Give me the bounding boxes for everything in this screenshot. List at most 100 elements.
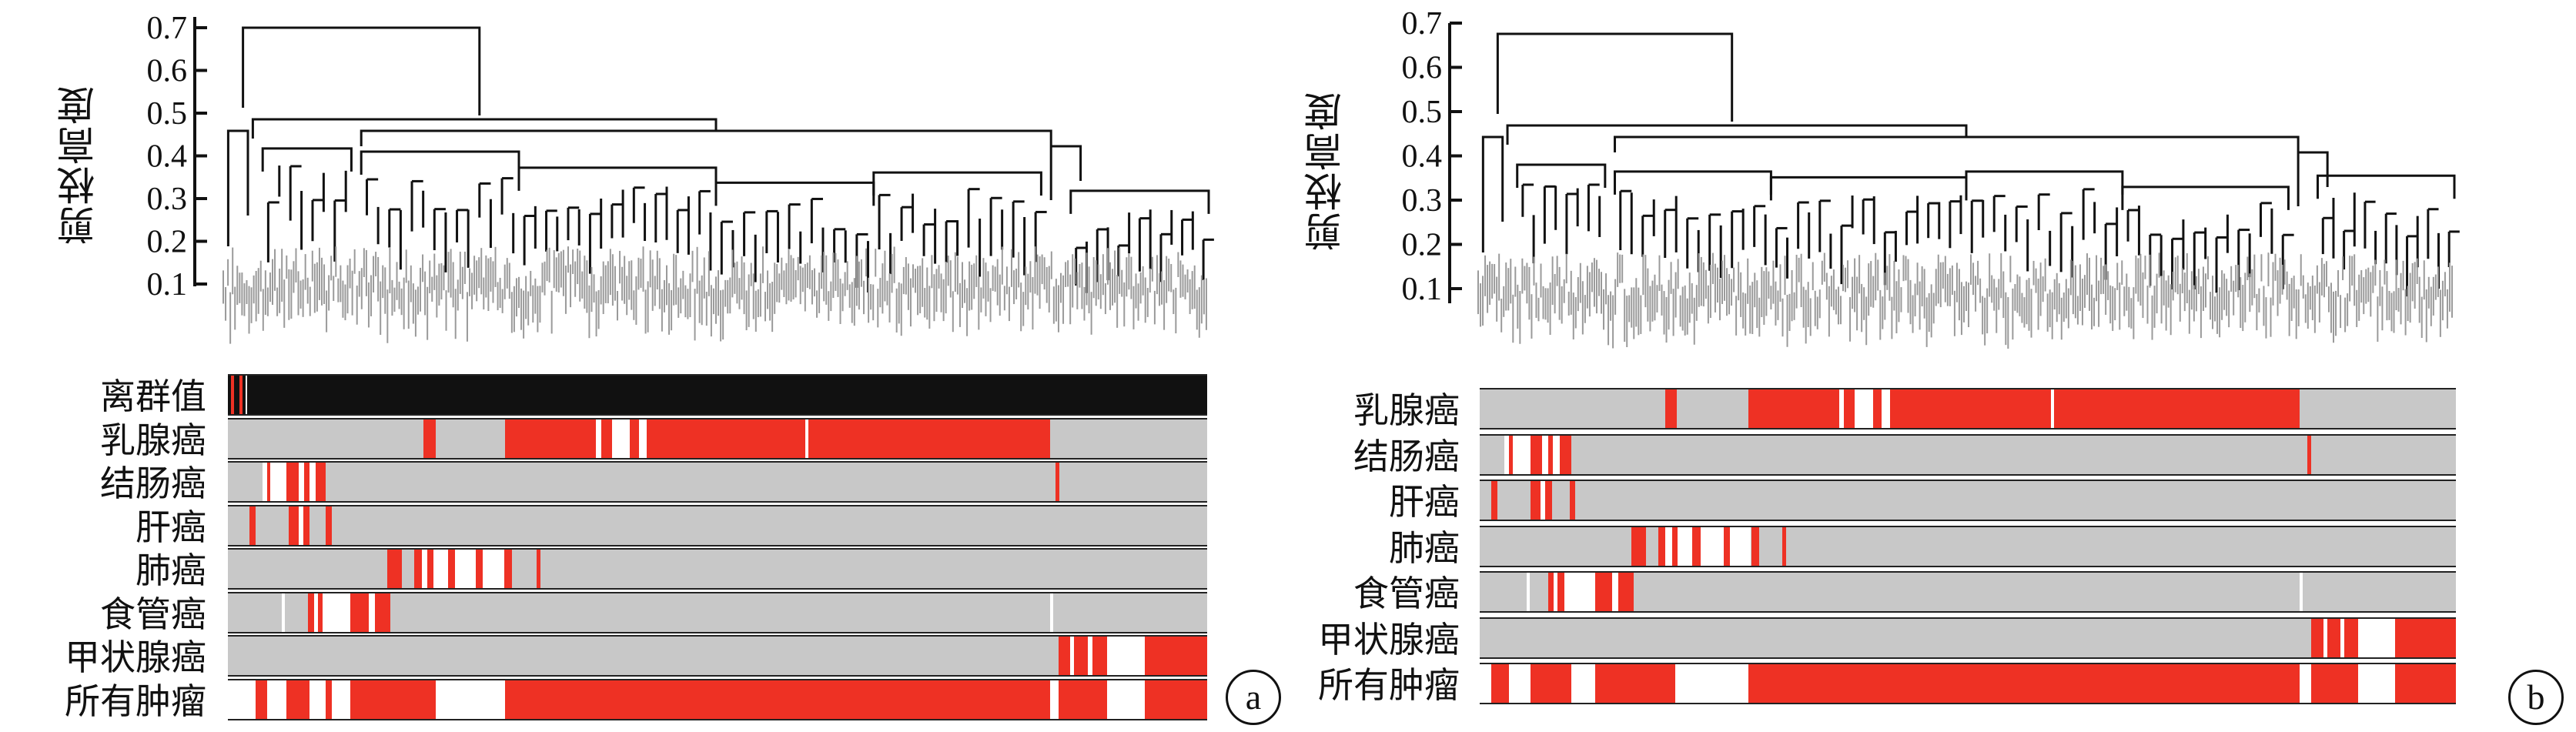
branch xyxy=(242,26,481,115)
present-segment xyxy=(318,593,323,632)
gap-segment xyxy=(269,463,287,501)
y-tick-label: 0.4 xyxy=(1402,139,1443,175)
track-label: 肺癌 xyxy=(135,550,206,591)
y-axis-b: 0.7 0.6 0.5 0.4 0.3 0.2 0.1 xyxy=(1402,6,1462,307)
branch xyxy=(714,181,875,206)
present-segment xyxy=(1631,526,1646,566)
panel-b: 0.7 0.6 0.5 0.4 0.3 0.2 0.1 剪枝高度 乳腺癌 结肠癌 肝癌 肺癌 食管癌… xyxy=(1293,0,2576,732)
dendrogram-leaves xyxy=(222,246,1207,344)
gap-segment xyxy=(1540,481,1545,520)
present-segment xyxy=(1491,481,1497,520)
y-tick-label: 0.3 xyxy=(1402,183,1443,219)
present-segment xyxy=(1889,389,2051,428)
present-segment xyxy=(1594,573,1613,611)
present-segment xyxy=(2395,618,2456,657)
present-segment xyxy=(286,680,309,719)
panel-badge: a xyxy=(1226,670,1281,725)
y-tick-label: 0.3 xyxy=(147,182,188,217)
track-bar xyxy=(1480,617,2456,659)
present-segment xyxy=(2053,389,2300,428)
gap-segment xyxy=(482,550,504,588)
y-tick-label: 0.2 xyxy=(147,225,188,260)
present-segment xyxy=(629,419,640,458)
present-segment xyxy=(1144,637,1207,675)
present-segment xyxy=(1530,664,1572,703)
track-bar xyxy=(1480,388,2456,430)
track-label: 肺癌 xyxy=(1389,526,1460,569)
gap-segment xyxy=(1069,637,1074,675)
present-segment xyxy=(1074,637,1088,675)
gap-segment xyxy=(1050,593,1054,632)
annotation-track: 离群值 xyxy=(0,374,1207,417)
track-bar xyxy=(228,635,1207,677)
branch xyxy=(1769,175,1968,201)
gap-segment xyxy=(1729,526,1751,566)
gap-segment xyxy=(1513,435,1531,474)
branch xyxy=(251,118,718,139)
present-segment xyxy=(1658,526,1665,566)
gap-segment xyxy=(281,593,285,632)
gap-segment xyxy=(309,463,316,501)
track-label: 食管癌 xyxy=(1353,573,1460,614)
gap-segment xyxy=(298,463,305,501)
gap-segment xyxy=(433,550,449,588)
annotation-track: 乳腺癌 xyxy=(1293,388,2456,431)
present-segment xyxy=(387,550,403,588)
gap-segment xyxy=(369,593,375,632)
gap-segment xyxy=(1612,573,1619,611)
branch xyxy=(872,171,1042,196)
branch xyxy=(1051,145,1082,181)
gap-segment xyxy=(1504,435,1510,474)
present-segment xyxy=(448,550,456,588)
present-segment xyxy=(1547,573,1554,611)
present-segment xyxy=(1055,463,1059,501)
gap-segment xyxy=(1554,573,1558,611)
dendrogram-branches xyxy=(1481,32,2460,297)
y-tick-label: 0.7 xyxy=(1402,6,1443,42)
present-segment xyxy=(286,463,299,501)
annotation-track: 食管癌 xyxy=(0,591,1207,635)
present-segment xyxy=(1092,637,1108,675)
track-label: 离群值 xyxy=(100,376,206,417)
gap-segment xyxy=(298,506,303,545)
present-segment xyxy=(230,376,234,414)
present-segment xyxy=(2307,435,2312,474)
gap-segment xyxy=(1838,389,1844,428)
gap-segment xyxy=(421,550,428,588)
present-segment xyxy=(2311,664,2359,703)
gap-segment xyxy=(805,419,809,458)
present-segment xyxy=(1873,389,1882,428)
present-segment xyxy=(350,593,370,632)
gap-segment xyxy=(611,419,630,458)
branch xyxy=(517,166,718,191)
gap-segment xyxy=(1854,389,1873,428)
track-bar xyxy=(228,548,1207,590)
gap-segment xyxy=(1542,435,1548,474)
branch xyxy=(2316,174,2456,199)
annotation-track: 所有肿瘤 xyxy=(0,678,1207,722)
track-label: 肝癌 xyxy=(1389,481,1460,523)
present-segment xyxy=(1544,481,1552,520)
present-segment xyxy=(2327,618,2341,657)
present-segment xyxy=(475,550,483,588)
track-bar xyxy=(1480,525,2456,567)
annotation-track: 肺癌 xyxy=(0,548,1207,591)
present-segment xyxy=(423,680,436,719)
present-segment xyxy=(1559,435,1572,474)
gap-segment xyxy=(1564,573,1595,611)
annotation-track: 肺癌 xyxy=(1293,525,2456,569)
y-tick-label: 0.1 xyxy=(1402,272,1443,307)
present-segment xyxy=(1491,664,1510,703)
branch xyxy=(1614,135,2300,206)
present-segment xyxy=(1594,664,1675,703)
gap-segment xyxy=(313,593,318,632)
y-tick-label: 0.1 xyxy=(147,267,188,302)
annotation-track: 食管癌 xyxy=(1293,571,2456,614)
track-bar xyxy=(1480,663,2456,704)
gap-segment xyxy=(639,419,647,458)
gap-segment xyxy=(323,593,334,632)
present-segment xyxy=(316,463,326,501)
present-segment xyxy=(1724,526,1730,566)
present-segment xyxy=(1530,435,1543,474)
gap-segment xyxy=(1882,389,1890,428)
